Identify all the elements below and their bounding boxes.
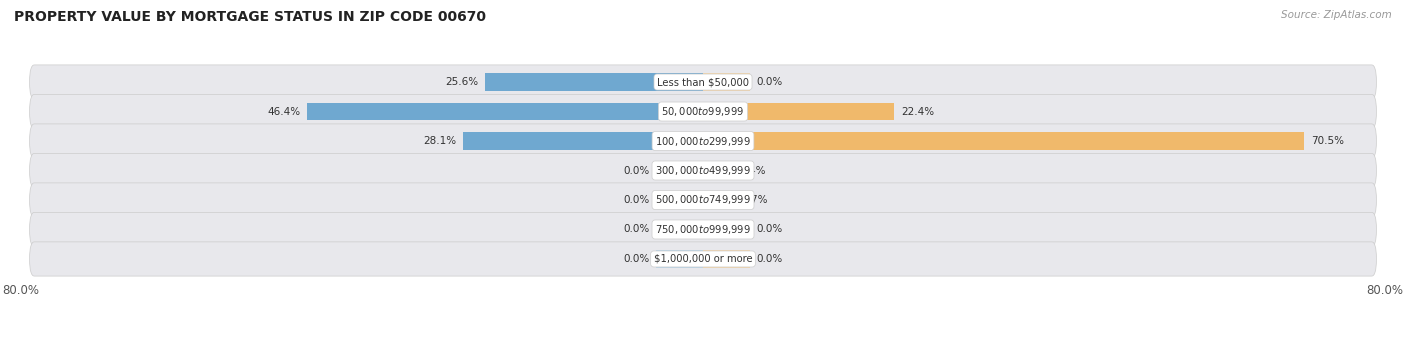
Text: 0.0%: 0.0% xyxy=(623,254,650,264)
Bar xyxy=(703,221,749,238)
Text: 0.0%: 0.0% xyxy=(756,77,783,87)
FancyBboxPatch shape xyxy=(30,183,1376,217)
Text: $300,000 to $499,999: $300,000 to $499,999 xyxy=(655,164,751,177)
FancyBboxPatch shape xyxy=(30,65,1376,99)
Bar xyxy=(703,250,749,268)
Text: Less than $50,000: Less than $50,000 xyxy=(657,77,749,87)
Text: $500,000 to $749,999: $500,000 to $749,999 xyxy=(655,193,751,207)
Bar xyxy=(485,73,703,91)
Text: 3.7%: 3.7% xyxy=(741,195,768,205)
FancyBboxPatch shape xyxy=(30,94,1376,129)
Text: 0.0%: 0.0% xyxy=(623,165,650,176)
Text: $100,000 to $299,999: $100,000 to $299,999 xyxy=(655,134,751,148)
Text: $1,000,000 or more: $1,000,000 or more xyxy=(654,254,752,264)
Bar xyxy=(464,132,703,150)
FancyBboxPatch shape xyxy=(30,212,1376,247)
FancyBboxPatch shape xyxy=(30,153,1376,188)
Text: $750,000 to $999,999: $750,000 to $999,999 xyxy=(655,223,751,236)
FancyBboxPatch shape xyxy=(30,124,1376,158)
Bar xyxy=(703,132,1303,150)
Bar xyxy=(657,221,703,238)
Text: Source: ZipAtlas.com: Source: ZipAtlas.com xyxy=(1281,10,1392,20)
Bar xyxy=(657,250,703,268)
Text: 0.0%: 0.0% xyxy=(756,254,783,264)
FancyBboxPatch shape xyxy=(30,242,1376,276)
Text: $50,000 to $99,999: $50,000 to $99,999 xyxy=(661,105,745,118)
Text: 70.5%: 70.5% xyxy=(1310,136,1344,146)
Bar xyxy=(657,162,703,179)
Text: 3.4%: 3.4% xyxy=(738,165,765,176)
Text: PROPERTY VALUE BY MORTGAGE STATUS IN ZIP CODE 00670: PROPERTY VALUE BY MORTGAGE STATUS IN ZIP… xyxy=(14,10,486,24)
Text: 0.0%: 0.0% xyxy=(623,224,650,235)
Text: 0.0%: 0.0% xyxy=(756,224,783,235)
Text: 0.0%: 0.0% xyxy=(623,195,650,205)
Text: 46.4%: 46.4% xyxy=(267,106,301,117)
Text: 22.4%: 22.4% xyxy=(901,106,934,117)
Bar xyxy=(308,103,703,120)
Text: 28.1%: 28.1% xyxy=(423,136,457,146)
Text: 25.6%: 25.6% xyxy=(444,77,478,87)
Bar xyxy=(703,73,749,91)
Bar xyxy=(657,191,703,209)
Bar xyxy=(703,162,733,179)
Bar xyxy=(703,103,894,120)
Bar xyxy=(703,191,734,209)
